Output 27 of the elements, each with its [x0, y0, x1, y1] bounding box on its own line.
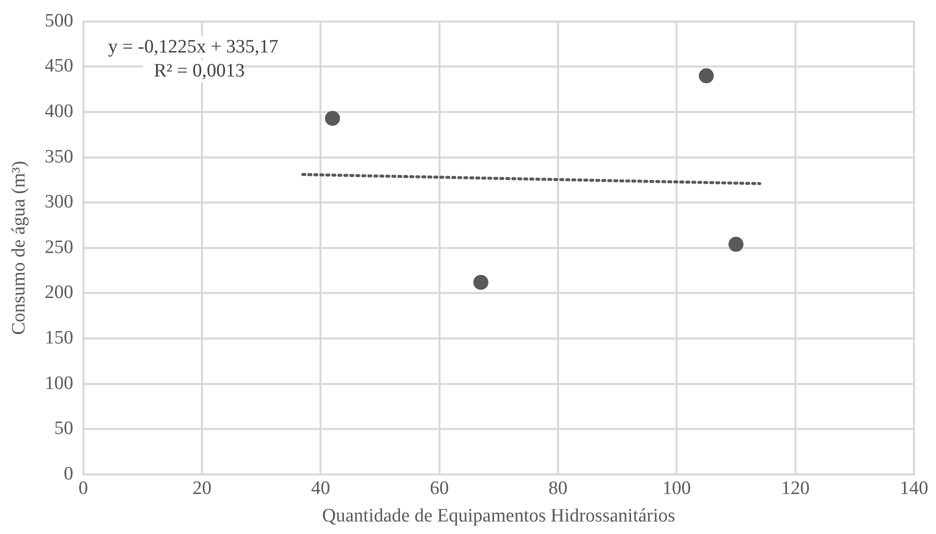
y-axis-title: Consumo de água (m³)	[8, 160, 30, 335]
x-tick-label: 120	[781, 478, 810, 499]
annotation: R² = 0,0013	[154, 60, 245, 82]
y-tick-label: 150	[44, 327, 74, 348]
y-tick-label: 50	[54, 418, 74, 440]
x-tick-label: 60	[430, 478, 449, 499]
y-tick-label: 200	[44, 282, 74, 304]
x-axis-title: Quantidade de Equipamentos Hidrossanitários	[322, 506, 676, 527]
y-tick-label: 250	[44, 236, 74, 258]
x-tick-label: 100	[662, 478, 691, 499]
point	[325, 110, 340, 126]
y-tick-label: 100	[44, 372, 74, 394]
x-tick-label: 0	[78, 478, 88, 499]
point	[698, 68, 714, 84]
y-tick-label: 300	[44, 192, 74, 213]
y-tick-label: 450	[44, 56, 74, 77]
x-tick-label: 140	[900, 478, 928, 499]
y-tick-label: 0	[64, 463, 74, 484]
annotation: y = -0,1225x + 335,17	[108, 36, 278, 58]
y-tick-label: 500	[44, 10, 74, 32]
x-tick-label: 80	[548, 478, 568, 499]
y-tick-label: 350	[44, 146, 74, 168]
y-tick-label: 400	[44, 100, 74, 122]
point	[728, 236, 744, 252]
point	[473, 274, 488, 290]
x-tick-label: 40	[311, 478, 330, 499]
x-tick-label: 20	[192, 478, 212, 499]
